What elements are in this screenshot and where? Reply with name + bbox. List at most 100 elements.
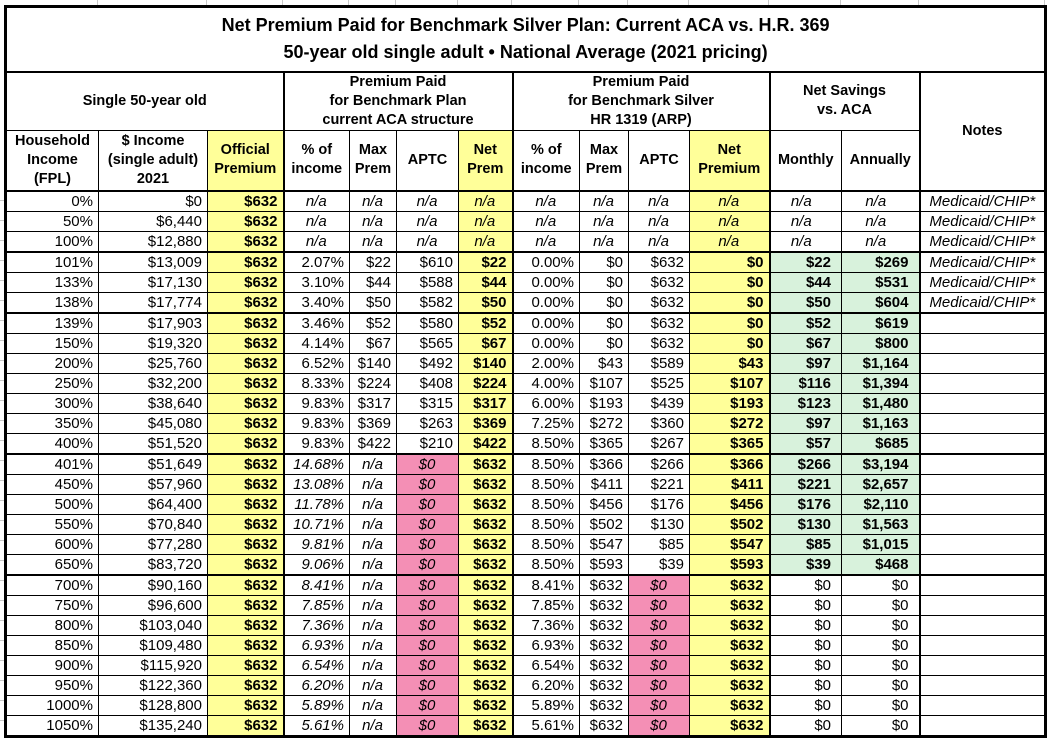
cell-aca-pct-income[interactable]: 2.07% bbox=[282, 251, 350, 273]
cell-fpl[interactable]: 1000% bbox=[5, 695, 99, 716]
cell-arp-aptc[interactable]: $85 bbox=[628, 534, 690, 555]
cell-aca-net-prem[interactable]: $632 bbox=[458, 695, 513, 716]
cell-arp-max-prem[interactable]: $193 bbox=[579, 393, 629, 414]
cell-arp-aptc[interactable]: $632 bbox=[628, 272, 690, 293]
cell-aca-max-prem[interactable]: n/a bbox=[349, 675, 397, 696]
cell-aca-aptc[interactable]: n/a bbox=[396, 190, 459, 212]
cell-aca-pct-income[interactable]: 9.83% bbox=[282, 433, 350, 455]
cell-arp-pct-income[interactable]: 8.50% bbox=[511, 534, 580, 555]
column-notes[interactable]: Notes bbox=[918, 71, 1047, 192]
cell-notes[interactable] bbox=[918, 373, 1047, 394]
cell-income[interactable]: $17,774 bbox=[98, 292, 208, 314]
cell-income[interactable]: $77,280 bbox=[98, 534, 208, 555]
cell-notes[interactable]: Medicaid/CHIP* bbox=[918, 292, 1047, 314]
cell-savings-monthly[interactable]: $0 bbox=[768, 675, 842, 696]
cell-aca-max-prem[interactable]: n/a bbox=[349, 453, 397, 475]
cell-fpl[interactable]: 200% bbox=[5, 353, 99, 374]
cell-fpl[interactable]: 139% bbox=[5, 312, 99, 334]
cell-aca-pct-income[interactable]: 8.33% bbox=[282, 373, 350, 394]
cell-savings-annually[interactable]: $1,015 bbox=[841, 534, 920, 555]
cell-arp-max-prem[interactable]: $632 bbox=[579, 635, 629, 656]
cell-official-premium[interactable]: $632 bbox=[207, 312, 284, 334]
cell-savings-annually[interactable]: $1,163 bbox=[841, 413, 920, 434]
cell-fpl[interactable]: 1050% bbox=[5, 715, 99, 737]
cell-aca-pct-income[interactable]: 3.40% bbox=[282, 292, 350, 314]
cell-arp-pct-income[interactable]: 8.50% bbox=[511, 494, 580, 515]
cell-fpl[interactable]: 950% bbox=[5, 675, 99, 696]
cell-official-premium[interactable]: $632 bbox=[207, 373, 284, 394]
cell-arp-max-prem[interactable]: $0 bbox=[579, 333, 629, 354]
cell-arp-aptc[interactable]: $632 bbox=[628, 251, 690, 273]
cell-aca-max-prem[interactable]: $44 bbox=[349, 272, 397, 293]
cell-arp-pct-income[interactable]: 2.00% bbox=[511, 353, 580, 374]
cell-aca-net-prem[interactable]: n/a bbox=[458, 231, 513, 253]
cell-aca-max-prem[interactable]: $50 bbox=[349, 292, 397, 314]
cell-income[interactable]: $13,009 bbox=[98, 251, 208, 273]
cell-income[interactable]: $122,360 bbox=[98, 675, 208, 696]
cell-aca-max-prem[interactable]: $140 bbox=[349, 353, 397, 374]
cell-aca-pct-income[interactable]: 7.85% bbox=[282, 595, 350, 616]
cell-savings-annually[interactable]: $800 bbox=[841, 333, 920, 354]
cell-income[interactable]: $32,200 bbox=[98, 373, 208, 394]
cell-arp-pct-income[interactable]: 8.50% bbox=[511, 433, 580, 455]
cell-official-premium[interactable]: $632 bbox=[207, 231, 284, 253]
cell-official-premium[interactable]: $632 bbox=[207, 190, 284, 212]
cell-aca-aptc[interactable]: $263 bbox=[396, 413, 459, 434]
cell-income[interactable]: $0 bbox=[98, 190, 208, 212]
cell-arp-max-prem[interactable]: $632 bbox=[579, 715, 629, 737]
cell-aca-max-prem[interactable]: n/a bbox=[349, 514, 397, 535]
cell-savings-monthly[interactable]: $0 bbox=[768, 635, 842, 656]
cell-savings-monthly[interactable]: $0 bbox=[768, 574, 842, 596]
cell-aca-net-prem[interactable]: $224 bbox=[458, 373, 513, 394]
cell-savings-monthly[interactable]: $130 bbox=[768, 514, 842, 535]
cell-aca-max-prem[interactable]: $369 bbox=[349, 413, 397, 434]
cell-notes[interactable] bbox=[918, 695, 1047, 716]
cell-arp-aptc[interactable]: $0 bbox=[628, 595, 690, 616]
cell-notes[interactable] bbox=[918, 353, 1047, 374]
cell-savings-monthly[interactable]: $50 bbox=[768, 292, 842, 314]
cell-savings-monthly[interactable]: $266 bbox=[768, 453, 842, 475]
cell-aca-pct-income[interactable]: 3.46% bbox=[282, 312, 350, 334]
cell-aca-net-prem[interactable]: $632 bbox=[458, 574, 513, 596]
cell-arp-max-prem[interactable]: $593 bbox=[579, 554, 629, 576]
cell-savings-monthly[interactable]: $0 bbox=[768, 595, 842, 616]
cell-savings-annually[interactable]: $2,110 bbox=[841, 494, 920, 515]
cell-arp-net-premium[interactable]: $0 bbox=[689, 251, 770, 273]
cell-notes[interactable]: Medicaid/CHIP* bbox=[918, 272, 1047, 293]
cell-aca-net-prem[interactable]: $422 bbox=[458, 433, 513, 455]
cell-aca-max-prem[interactable]: n/a bbox=[349, 211, 397, 232]
cell-aca-max-prem[interactable]: n/a bbox=[349, 534, 397, 555]
cell-arp-aptc[interactable]: $39 bbox=[628, 554, 690, 576]
cell-arp-max-prem[interactable]: $365 bbox=[579, 433, 629, 455]
cell-notes[interactable] bbox=[918, 433, 1047, 455]
cell-savings-monthly[interactable]: n/a bbox=[768, 190, 842, 212]
column-aca-net-prem[interactable]: Net Prem bbox=[458, 129, 513, 192]
cell-aca-net-prem[interactable]: $632 bbox=[458, 494, 513, 515]
cell-savings-monthly[interactable]: $0 bbox=[768, 655, 842, 676]
cell-aca-aptc[interactable]: $408 bbox=[396, 373, 459, 394]
cell-arp-aptc[interactable]: $632 bbox=[628, 333, 690, 354]
cell-aca-pct-income[interactable]: n/a bbox=[282, 231, 350, 253]
cell-fpl[interactable]: 401% bbox=[5, 453, 99, 475]
cell-notes[interactable] bbox=[918, 514, 1047, 535]
cell-savings-monthly[interactable]: $67 bbox=[768, 333, 842, 354]
cell-official-premium[interactable]: $632 bbox=[207, 251, 284, 273]
cell-aca-net-prem[interactable]: $50 bbox=[458, 292, 513, 314]
cell-savings-annually[interactable]: $1,394 bbox=[841, 373, 920, 394]
cell-arp-net-premium[interactable]: $0 bbox=[689, 333, 770, 354]
cell-notes[interactable] bbox=[918, 595, 1047, 616]
cell-income[interactable]: $96,600 bbox=[98, 595, 208, 616]
cell-arp-max-prem[interactable]: $0 bbox=[579, 312, 629, 334]
cell-savings-annually[interactable]: n/a bbox=[841, 231, 920, 253]
cell-notes[interactable] bbox=[918, 393, 1047, 414]
cell-arp-max-prem[interactable]: $107 bbox=[579, 373, 629, 394]
cell-aca-net-prem[interactable]: $632 bbox=[458, 514, 513, 535]
cell-savings-annually[interactable]: $0 bbox=[841, 655, 920, 676]
cell-aca-net-prem[interactable]: $632 bbox=[458, 534, 513, 555]
cell-arp-net-premium[interactable]: $456 bbox=[689, 494, 770, 515]
cell-fpl[interactable]: 250% bbox=[5, 373, 99, 394]
cell-arp-max-prem[interactable]: $411 bbox=[579, 474, 629, 495]
cell-aca-aptc[interactable]: $492 bbox=[396, 353, 459, 374]
cell-aca-aptc[interactable]: $0 bbox=[396, 474, 459, 495]
cell-arp-max-prem[interactable]: $632 bbox=[579, 595, 629, 616]
